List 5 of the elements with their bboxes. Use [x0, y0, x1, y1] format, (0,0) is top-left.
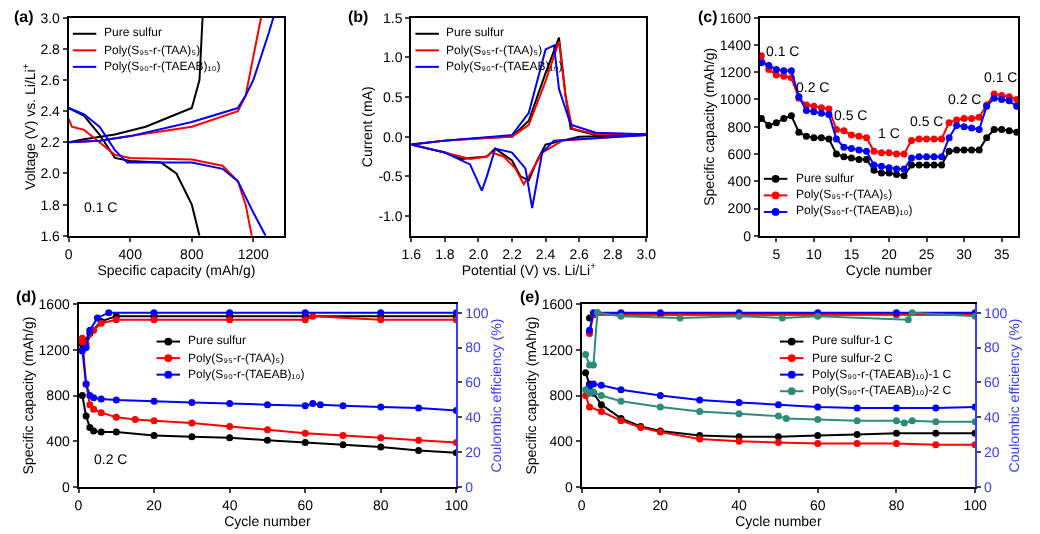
chart-title: (d)	[16, 288, 38, 306]
chart-title: (e)	[520, 288, 541, 306]
chart-title: (a)	[14, 8, 35, 26]
chart-title: (b)	[348, 8, 370, 26]
chart-title: (c)	[698, 8, 719, 26]
